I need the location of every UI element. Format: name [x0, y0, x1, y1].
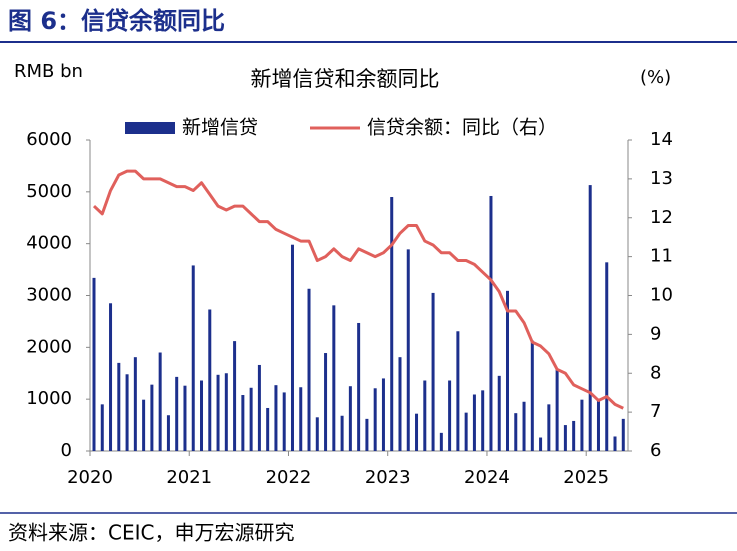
bar — [406, 249, 410, 451]
bar — [282, 392, 286, 451]
bar — [539, 437, 543, 451]
bar — [307, 288, 311, 451]
bar — [100, 404, 104, 451]
bar — [448, 380, 452, 451]
x-tick-label: 2020 — [67, 467, 113, 488]
y2-tick-label: 12 — [650, 207, 673, 228]
bar — [208, 309, 212, 451]
bar — [315, 417, 319, 451]
bar — [166, 415, 170, 451]
bar — [200, 380, 204, 451]
page-title: 图 6：信贷余额同比 — [8, 7, 225, 35]
bar — [605, 262, 609, 451]
x-tick-label: 2024 — [464, 467, 510, 488]
bar — [423, 380, 427, 451]
bar — [249, 387, 253, 451]
y-tick-label: 1000 — [26, 388, 72, 409]
bar — [439, 432, 443, 451]
bar — [530, 340, 534, 451]
bar — [191, 265, 195, 451]
bar — [109, 303, 113, 451]
y2-tick-label: 13 — [650, 168, 673, 189]
bar — [365, 418, 369, 451]
bar — [290, 244, 294, 451]
y2-tick-label: 8 — [650, 362, 661, 383]
y-tick-label: 4000 — [26, 233, 72, 254]
legend-swatch — [125, 122, 175, 134]
bar — [274, 385, 278, 451]
bar — [398, 357, 402, 451]
y-tick-label: 3000 — [26, 285, 72, 306]
bar — [381, 378, 385, 451]
bar — [373, 388, 377, 451]
bar — [158, 352, 162, 451]
legend-label: 信贷余额：同比（右） — [367, 117, 557, 139]
bar — [233, 341, 237, 451]
bar — [257, 364, 261, 451]
y2-tick-label: 10 — [650, 285, 673, 306]
bar — [472, 394, 476, 451]
bar — [580, 399, 584, 451]
bar — [522, 401, 526, 451]
bar — [92, 277, 96, 451]
bar — [613, 436, 617, 451]
bar — [514, 413, 518, 451]
line — [92, 169, 624, 410]
bar — [596, 398, 600, 451]
bar — [555, 368, 559, 451]
bar — [332, 305, 336, 451]
bar — [340, 415, 344, 451]
bar — [150, 384, 154, 451]
bar — [456, 331, 460, 451]
bar — [348, 386, 352, 451]
y2-tick-label: 7 — [650, 401, 661, 422]
bar — [415, 413, 419, 451]
bar — [117, 362, 121, 451]
bar — [390, 197, 394, 451]
y-tick-label: 6000 — [26, 129, 72, 150]
legend-label: 新增信贷 — [182, 117, 258, 139]
bar — [324, 353, 328, 451]
bar — [125, 374, 129, 451]
bar — [431, 292, 435, 451]
bar — [621, 418, 625, 451]
bar — [464, 412, 468, 451]
source-note: 资料来源：CEIC，申万宏源研究 — [8, 521, 294, 545]
bar — [133, 357, 137, 451]
bar — [506, 290, 509, 451]
y2-tick-label: 9 — [650, 323, 661, 344]
x-tick-label: 2023 — [365, 467, 411, 488]
y2-axis-label: (%) — [640, 67, 671, 88]
y2-tick-label: 14 — [650, 129, 673, 150]
y2-tick-label: 6 — [650, 440, 661, 461]
bar — [563, 425, 567, 451]
bar — [175, 376, 179, 451]
y-tick-label: 0 — [61, 440, 72, 461]
bar — [224, 373, 228, 451]
bar — [572, 420, 576, 451]
bar — [183, 385, 187, 451]
y-axis-label: RMB bn — [14, 61, 83, 82]
x-tick-label: 2021 — [166, 467, 212, 488]
chart-title: 新增信贷和余额同比 — [251, 67, 440, 91]
bar — [241, 395, 245, 451]
bar — [489, 195, 493, 451]
bar — [588, 185, 592, 451]
x-tick-label: 2025 — [563, 467, 609, 488]
bar — [547, 404, 551, 451]
x-tick-label: 2022 — [266, 467, 312, 488]
y-tick-label: 5000 — [26, 181, 72, 202]
bar — [299, 387, 303, 451]
bar — [481, 390, 485, 451]
y-tick-label: 2000 — [26, 336, 72, 357]
bar — [142, 399, 146, 451]
bar — [266, 407, 270, 451]
y2-tick-label: 11 — [650, 246, 673, 267]
bar — [216, 374, 220, 451]
bar — [357, 322, 361, 451]
bar — [497, 375, 501, 451]
